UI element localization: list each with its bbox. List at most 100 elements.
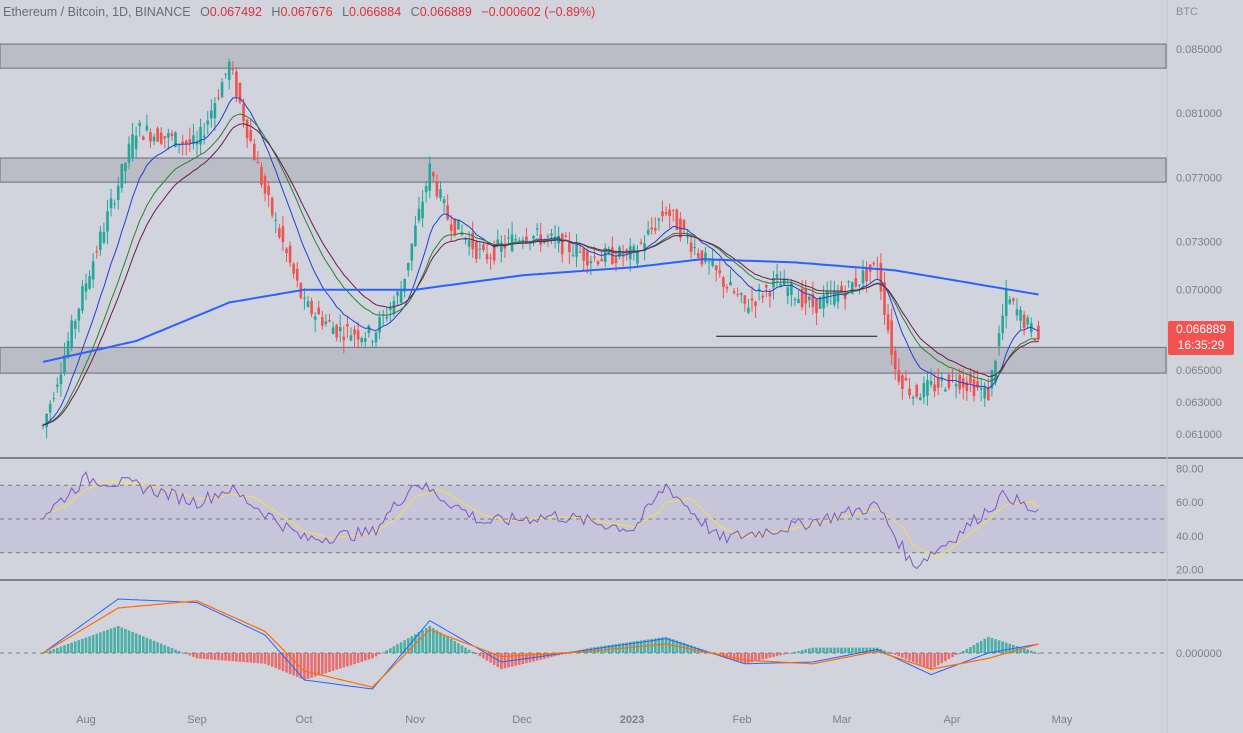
candle-body xyxy=(732,291,736,293)
candle-body xyxy=(589,261,593,264)
macd-histogram-bar xyxy=(152,640,156,653)
macd-histogram-bar xyxy=(997,640,1001,653)
candle-body xyxy=(256,162,260,164)
macd-histogram-bar xyxy=(417,632,421,653)
candle-body xyxy=(940,378,944,381)
candle-body xyxy=(70,320,73,349)
macd-histogram-bar xyxy=(56,647,59,653)
macd-histogram-bar xyxy=(822,647,825,653)
macd-histogram-bar xyxy=(926,653,929,668)
macd-histogram-bar xyxy=(818,647,822,653)
macd-histogram-bar xyxy=(181,652,184,654)
time-tick-label: May xyxy=(1052,714,1073,726)
macd-histogram-bar xyxy=(41,653,45,654)
candle-body xyxy=(48,403,52,413)
price-tick-label: 0.063000 xyxy=(1176,397,1222,409)
macd-histogram-bar xyxy=(238,653,242,662)
candle-body xyxy=(1026,317,1030,325)
macd-histogram-bar xyxy=(177,651,181,653)
macd-histogram-bar xyxy=(793,651,797,653)
macd-histogram-bar xyxy=(976,642,979,653)
candle-body xyxy=(689,242,693,252)
high-value: 0.067676 xyxy=(280,5,333,19)
candle-body xyxy=(41,424,45,427)
candle-body xyxy=(303,297,306,299)
candle-body xyxy=(969,374,972,383)
macd-histogram-bar xyxy=(915,653,919,664)
candle-body xyxy=(199,126,202,145)
macd-histogram-bar xyxy=(972,644,976,653)
rsi-band xyxy=(0,485,1166,553)
macd-histogram-bar xyxy=(202,653,206,659)
candle-body xyxy=(503,245,507,249)
candle-body xyxy=(793,299,797,301)
macd-histogram-bar xyxy=(854,647,858,653)
macd-histogram-bar xyxy=(478,653,482,657)
candle-body xyxy=(310,300,313,315)
candle-body xyxy=(227,61,231,80)
macd-histogram-bar xyxy=(432,628,435,653)
candle-body xyxy=(356,330,360,340)
macd-histogram-bar xyxy=(904,653,908,660)
candle-body xyxy=(671,209,675,211)
candle-body xyxy=(174,132,177,147)
macd-histogram-bar xyxy=(786,653,790,654)
rsi-line xyxy=(42,471,1039,570)
candle-body xyxy=(979,387,983,390)
candle-body xyxy=(363,338,367,342)
candle-body xyxy=(585,251,589,266)
macd-histogram-bar xyxy=(392,646,396,653)
candle-body xyxy=(52,398,56,400)
macd-histogram-bar xyxy=(374,653,378,657)
candle-body xyxy=(328,320,331,322)
candle-body xyxy=(632,246,636,252)
macd-histogram-bar xyxy=(184,653,188,654)
rsi-tick-label: 60.00 xyxy=(1176,497,1204,509)
low-value: 0.066884 xyxy=(349,5,402,19)
macd-histogram-bar xyxy=(267,653,270,666)
macd-histogram-bar xyxy=(310,653,313,678)
macd-histogram-bar xyxy=(313,653,317,677)
last-price-label: 0.066889 16:35:29 xyxy=(1168,321,1234,355)
macd-histogram-bar xyxy=(367,653,371,660)
macd-histogram-bar xyxy=(979,640,983,653)
ema-fast-line xyxy=(42,97,1039,426)
candle-body xyxy=(800,288,804,308)
macd-histogram-bar xyxy=(349,653,353,666)
candle-body xyxy=(550,233,553,236)
candle-body xyxy=(335,324,338,338)
candle-body xyxy=(546,236,550,238)
candle-body xyxy=(181,141,184,144)
macd-histogram-bar xyxy=(858,647,861,653)
candle-body xyxy=(77,308,81,321)
candle-body xyxy=(457,219,460,230)
candle-body xyxy=(141,136,145,140)
macd-histogram-bar xyxy=(120,627,124,653)
candle-body xyxy=(449,224,453,231)
candle-body xyxy=(63,354,66,374)
macd-histogram-bar xyxy=(439,632,442,653)
candle-body xyxy=(739,293,743,295)
candle-body xyxy=(306,301,310,307)
macd-histogram-bar xyxy=(600,646,603,653)
candle-body xyxy=(270,197,274,216)
macd-histogram-bar xyxy=(936,653,940,666)
macd-histogram-bar xyxy=(911,653,915,662)
candle-body xyxy=(406,263,410,271)
candle-body xyxy=(850,282,854,294)
candle-body xyxy=(897,369,901,382)
candle-body xyxy=(908,388,911,396)
candle-body xyxy=(997,333,1001,347)
macd-histogram-bar xyxy=(596,646,600,653)
candle-body xyxy=(521,239,525,243)
macd-histogram-bar xyxy=(1015,646,1019,653)
candle-body xyxy=(113,203,116,205)
macd-histogram-bar xyxy=(421,630,424,653)
macd-histogram-bar xyxy=(671,639,675,653)
macd-histogram-bar xyxy=(138,634,142,653)
rsi-tick-label: 20.00 xyxy=(1176,565,1204,577)
macd-histogram-bar xyxy=(235,653,238,662)
candle-body xyxy=(750,298,754,301)
candle-body xyxy=(414,225,417,246)
